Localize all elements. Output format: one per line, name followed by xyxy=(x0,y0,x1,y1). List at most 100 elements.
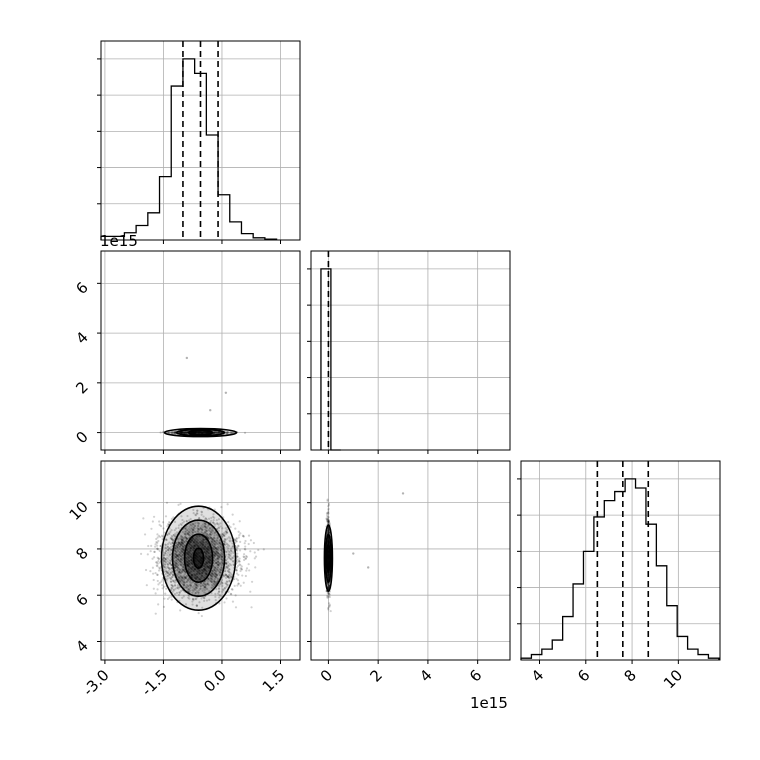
scatter-point xyxy=(208,564,211,567)
scatter-point xyxy=(194,577,197,580)
scatter-point xyxy=(204,566,207,569)
scatter-point xyxy=(198,431,201,434)
scatter-point xyxy=(169,580,173,583)
scatter-point xyxy=(200,431,203,434)
scatter-point xyxy=(200,614,203,618)
scatter-point xyxy=(189,563,192,566)
scatter-point xyxy=(234,606,238,609)
x-tick-label: -1.5 xyxy=(138,666,171,699)
scatter-point xyxy=(188,559,191,563)
scatter-point xyxy=(195,587,198,590)
scatter-point xyxy=(225,582,228,585)
scatter-point xyxy=(183,527,187,530)
scatter-point xyxy=(166,548,169,551)
scatter-point xyxy=(187,530,191,533)
scatter-point xyxy=(201,572,204,575)
scatter-point xyxy=(194,531,197,534)
scatter-point xyxy=(198,431,201,434)
scatter-point xyxy=(202,431,205,434)
scatter-point xyxy=(185,586,188,589)
scatter-point xyxy=(201,528,204,532)
scatter-point xyxy=(229,549,233,552)
scatter-point xyxy=(241,574,244,577)
scatter-point xyxy=(163,559,166,563)
scatter-point xyxy=(206,542,209,545)
scatter-point xyxy=(212,541,215,545)
scatter-point xyxy=(163,568,166,571)
scatter-point xyxy=(169,556,172,560)
scatter-point xyxy=(173,520,177,523)
scatter-point xyxy=(194,556,197,560)
scatter-point xyxy=(197,539,200,542)
scatter-point xyxy=(242,535,245,538)
scatter-point xyxy=(173,431,176,434)
scatter-point xyxy=(194,557,198,560)
scatter-point xyxy=(227,536,231,539)
scatter-point xyxy=(217,549,220,552)
scatter-point xyxy=(213,545,216,549)
scatter-point xyxy=(234,527,237,530)
scatter-point xyxy=(230,558,233,561)
scatter-point xyxy=(179,557,182,560)
scatter-point xyxy=(179,580,182,583)
scatter-point xyxy=(181,568,185,571)
scatter-point xyxy=(199,561,202,564)
scatter-point xyxy=(179,557,182,560)
scatter-point xyxy=(221,553,224,556)
scatter-point xyxy=(167,549,170,552)
scatter-point xyxy=(194,431,198,434)
scatter-point xyxy=(193,431,197,435)
x-tick-label: 0 xyxy=(317,666,336,685)
scatter-point xyxy=(204,431,207,434)
scatter-point xyxy=(178,548,181,551)
scatter-point xyxy=(175,556,178,559)
scatter-point xyxy=(157,569,161,572)
scatter-point xyxy=(229,432,232,435)
scatter-point xyxy=(193,544,196,547)
scatter-point xyxy=(187,553,190,556)
scatter-point xyxy=(203,521,206,525)
scatter-point xyxy=(180,558,183,561)
scatter-point xyxy=(173,431,177,434)
scatter-point xyxy=(171,573,174,576)
scatter-point xyxy=(163,554,166,557)
scatter-point xyxy=(180,581,183,584)
scatter-point xyxy=(195,569,198,572)
scatter-point xyxy=(220,543,223,546)
scatter-point xyxy=(189,535,192,538)
scatter-point xyxy=(155,564,158,567)
scatter-point xyxy=(199,431,202,435)
scatter-point xyxy=(213,583,216,586)
scatter-point xyxy=(235,572,239,575)
scatter-point xyxy=(195,538,199,541)
scatter-point xyxy=(244,574,247,578)
scatter-point xyxy=(227,520,230,524)
scatter-point xyxy=(327,507,330,510)
scatter-point xyxy=(195,604,198,607)
scatter-point xyxy=(187,564,190,567)
scatter-point xyxy=(206,559,209,562)
scatter-point xyxy=(175,559,178,562)
scatter-point xyxy=(197,545,200,548)
scatter-point xyxy=(196,431,200,435)
scatter-point xyxy=(218,556,221,559)
scatter-point xyxy=(172,534,175,537)
scatter-point xyxy=(190,539,193,542)
scatter-point xyxy=(182,583,185,586)
scatter-point xyxy=(192,526,195,529)
scatter-point xyxy=(216,551,220,555)
scatter-point xyxy=(192,598,195,601)
scatter-point xyxy=(214,566,217,569)
scatter-point xyxy=(224,562,228,565)
scatter-point xyxy=(237,536,240,539)
scatter-point xyxy=(205,564,208,567)
scatter-point xyxy=(164,546,167,549)
scatter-point xyxy=(177,570,180,573)
scatter-point xyxy=(152,578,155,582)
scatter-point xyxy=(179,431,182,434)
scatter-point xyxy=(197,528,200,531)
scatter-point xyxy=(172,431,175,434)
scatter-point xyxy=(217,431,220,434)
scatter-point xyxy=(176,584,180,587)
scatter-point xyxy=(203,551,206,554)
